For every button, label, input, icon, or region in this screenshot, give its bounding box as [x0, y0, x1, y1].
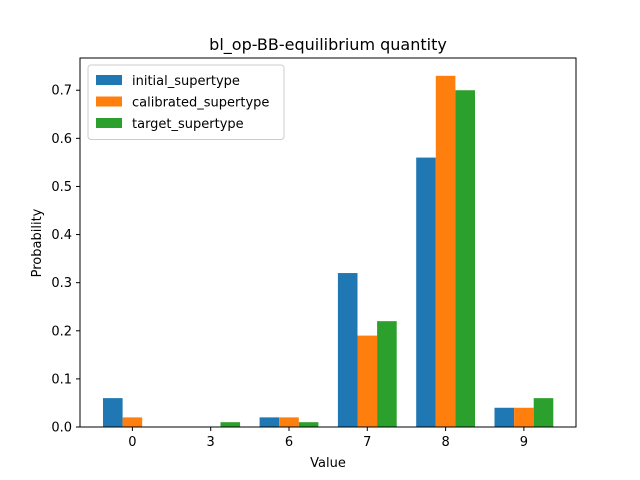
y-tick-label: 0.2 [51, 324, 72, 339]
legend-label: target_supertype [132, 117, 244, 132]
bar-target_supertype-9 [533, 398, 554, 427]
bar-calibrated_supertype-9 [514, 407, 534, 427]
y-tick-label: 0.5 [51, 180, 72, 195]
x-tick-label: 9 [520, 435, 528, 450]
chart-title: bl_op-BB-equilibrium quantity [209, 35, 447, 55]
y-tick-label: 0.4 [51, 228, 72, 243]
x-axis-label: Value [310, 456, 346, 471]
bar-initial_supertype-6 [259, 417, 280, 427]
plot-area: 0 3 6 7 8 9 0.0 0.1 0.2 0.3 0.4 0.5 0.6 0.7 [51, 57, 577, 450]
bar-initial_supertype-9 [494, 407, 515, 427]
x-tick-label: 8 [441, 435, 449, 450]
legend-swatch [96, 75, 122, 85]
y-axis-label: Probability [30, 208, 45, 277]
legend-swatch [96, 118, 122, 128]
y-tick-label: 0.1 [51, 372, 72, 387]
bar-calibrated_supertype-6 [279, 417, 299, 427]
x-tick-label: 7 [363, 435, 371, 450]
y-tick-label: 0.7 [51, 84, 72, 99]
legend: initial_supertype calibrated_supertypetar… [87, 64, 285, 140]
legend-box [87, 64, 285, 140]
legend-label: initial_supertype [132, 74, 240, 89]
y-tick-label: 0.0 [51, 421, 72, 436]
bar-calibrated_supertype-0 [122, 417, 143, 427]
y-tick-label: 0.6 [51, 132, 72, 147]
bar-calibrated_supertype-7 [357, 335, 378, 427]
bar-target_supertype-8 [455, 90, 475, 428]
legend-swatch [96, 96, 122, 107]
x-tick-label: 3 [207, 435, 215, 450]
x-tick-label: 0 [128, 435, 136, 450]
axes-frame [79, 57, 577, 428]
legend-label: calibrated_supertype [132, 96, 269, 111]
bar-initial_supertype-8 [416, 157, 436, 427]
bar-initial_supertype-0 [103, 398, 123, 427]
x-tick-label: 6 [285, 435, 293, 450]
bar-target_supertype-6 [298, 422, 319, 427]
bar-target_supertype-7 [377, 321, 397, 427]
y-tick-label: 0.3 [51, 276, 72, 291]
bar-calibrated_supertype-8 [435, 75, 456, 427]
bar-target_supertype-3 [220, 422, 241, 427]
bar-initial_supertype-7 [337, 273, 358, 427]
